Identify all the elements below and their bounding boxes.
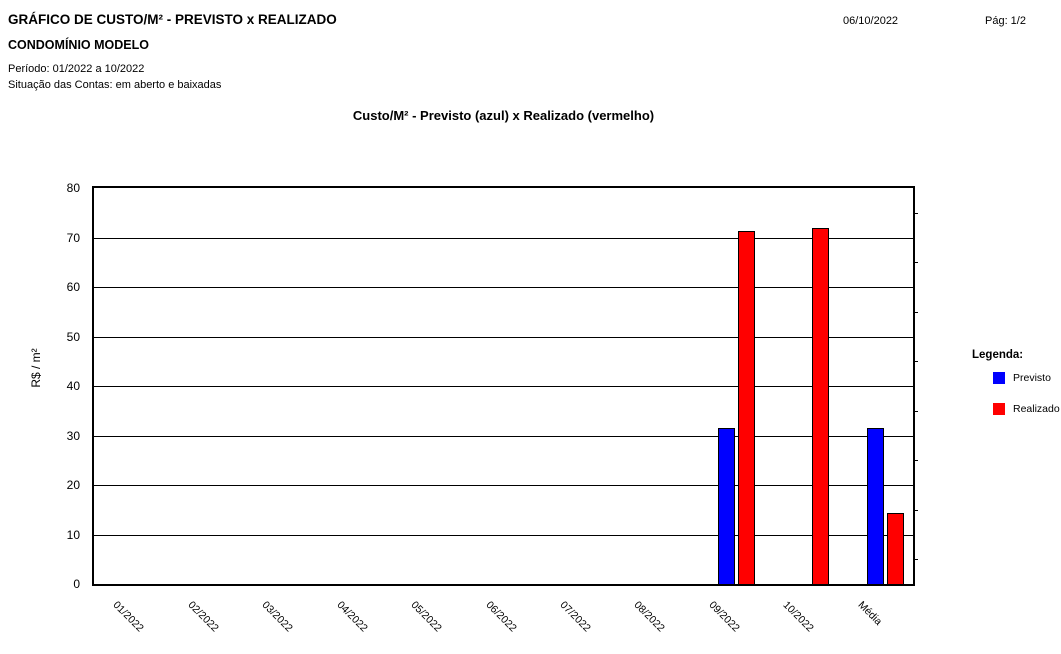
- report-title: GRÁFICO DE CUSTO/M² - PREVISTO x REALIZA…: [8, 12, 337, 27]
- y-minor-tick-45: [913, 361, 918, 363]
- y-minor-tick-65: [913, 262, 918, 264]
- y-tick-label-40: 40: [66, 379, 80, 393]
- y-tick-label-30: 30: [66, 428, 80, 443]
- bar-previsto-m-dia: [867, 428, 885, 584]
- y-gridline-30: [94, 435, 913, 437]
- y-gridline-40: [94, 386, 913, 387]
- y-tick-label-70: 70: [66, 230, 80, 245]
- bar-previsto-09-2022: [718, 428, 736, 584]
- bar-realizado-09-2022: [737, 230, 755, 584]
- report-date: 06/10/2022: [843, 15, 899, 27]
- x-tick-label-02-2022: 02/2022: [185, 599, 221, 635]
- chart-title: Custo/M² - Previsto (azul) x Realizado (…: [352, 108, 655, 123]
- accounts-status: Situação das Contas: em aberto e baixada…: [8, 79, 222, 91]
- report-page-number: Pág: 1/2: [985, 15, 1026, 27]
- y-gridline-70: [94, 237, 913, 239]
- y-tick-label-80: 80: [66, 181, 80, 195]
- y-minor-tick-5: [913, 559, 918, 561]
- y-gridline-60: [94, 287, 913, 288]
- y-tick-label-20: 20: [66, 478, 80, 492]
- y-gridline-20: [94, 485, 913, 486]
- x-tick-label-10-2022: 10/2022: [780, 599, 817, 635]
- bar-realizado-m-dia: [886, 513, 904, 584]
- y-gridline-10: [94, 534, 913, 536]
- legend-item-realizado: Realizado: [993, 403, 1060, 415]
- x-tick-label-01-2022: 01/2022: [110, 599, 147, 635]
- y-minor-tick-25: [913, 460, 918, 462]
- x-tick-label-09-2022: 09/2022: [706, 599, 742, 635]
- y-tick-label-10: 10: [66, 527, 80, 542]
- x-tick-label-m-dia: Média: [855, 599, 884, 628]
- previsto-swatch-icon: [993, 372, 1005, 384]
- x-tick-label-07-2022: 07/2022: [557, 599, 593, 635]
- x-tick-label-05-2022: 05/2022: [408, 599, 444, 635]
- legend-title: Legenda:: [972, 349, 1024, 361]
- y-tick-label-60: 60: [66, 280, 80, 294]
- realizado-swatch-icon: [993, 403, 1005, 415]
- legend-label-realizado: Realizado: [1013, 403, 1060, 415]
- legend-label-previsto: Previsto: [1013, 372, 1051, 384]
- x-tick-label-03-2022: 03/2022: [259, 599, 295, 635]
- condominium-name: CONDOMÍNIO MODELO: [8, 38, 149, 52]
- y-tick-label-50: 50: [66, 329, 80, 344]
- y-minor-tick-35: [913, 410, 918, 412]
- y-minor-tick-75: [913, 212, 918, 214]
- y-minor-tick-55: [913, 311, 918, 313]
- legend-item-previsto: Previsto: [993, 372, 1051, 384]
- bar-realizado-10-2022: [812, 227, 830, 584]
- x-tick-label-06-2022: 06/2022: [483, 599, 519, 635]
- report-period: Período: 01/2022 a 10/2022: [8, 63, 145, 75]
- x-tick-label-04-2022: 04/2022: [334, 599, 370, 635]
- x-tick-label-08-2022: 08/2022: [631, 599, 668, 635]
- plot-area: [92, 186, 915, 586]
- y-minor-tick-15: [913, 509, 918, 511]
- y-gridline-50: [94, 336, 913, 338]
- y-tick-label-0: 0: [73, 577, 80, 591]
